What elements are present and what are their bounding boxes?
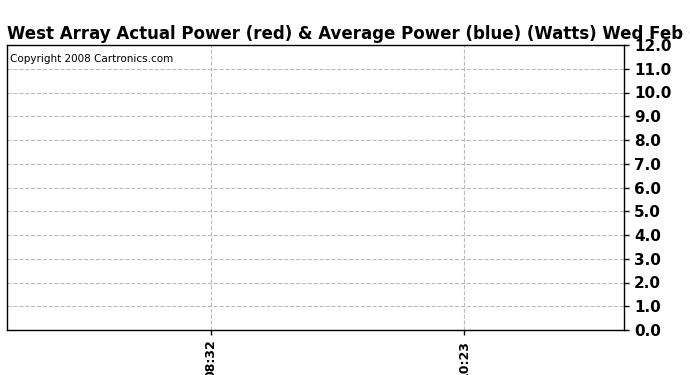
Text: Copyright 2008 Cartronics.com: Copyright 2008 Cartronics.com bbox=[10, 54, 173, 63]
Text: West Array Actual Power (red) & Average Power (blue) (Watts) Wed Feb 6 10:23: West Array Actual Power (red) & Average … bbox=[7, 26, 690, 44]
